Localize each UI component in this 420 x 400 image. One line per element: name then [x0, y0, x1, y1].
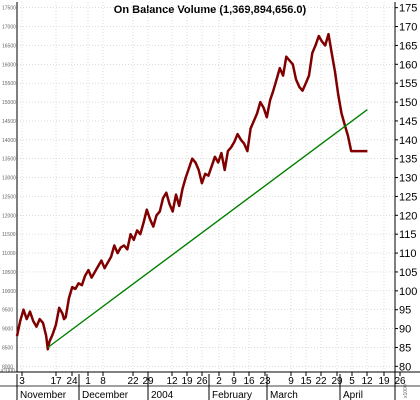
right-tick-label: 140 — [399, 135, 417, 147]
right-tick-label: 120 — [399, 210, 417, 222]
left-tick-label: 16000 — [2, 62, 16, 68]
trend-line — [47, 109, 368, 349]
obv-series-line — [15, 32, 368, 351]
right-tick-label: 160 — [399, 59, 417, 71]
x-day-label: 3 — [19, 376, 25, 387]
x-day-label: 29 — [142, 376, 154, 387]
x-day-label: 5 — [349, 376, 355, 387]
right-tick-label: 155 — [399, 78, 417, 90]
left-tick-label: 17500 — [2, 6, 16, 12]
left-tick-label: 12000 — [2, 213, 16, 219]
right-tick-label: 85 — [399, 342, 411, 354]
x-day-label: 8 — [100, 376, 106, 387]
x-day-label: 12 — [166, 376, 178, 387]
left-tick-label: 15500 — [2, 81, 16, 87]
left-tick-label: 14500 — [2, 119, 16, 125]
right-axis-unit-label: x1000 — [403, 384, 409, 398]
grid-layer — [17, 2, 395, 372]
x-day-label: 12 — [361, 376, 373, 387]
x-day-label: 29 — [331, 376, 343, 387]
right-tick-label: 165 — [399, 40, 417, 52]
left-tick-label: 16500 — [2, 43, 16, 49]
right-tick-label: 105 — [399, 267, 417, 279]
x-day-label: 19 — [181, 376, 193, 387]
right-tick-label: 150 — [399, 97, 417, 109]
left-tick-label: 15000 — [2, 100, 16, 106]
right-tick-label: 170 — [399, 22, 417, 34]
x-day-label: 15 — [300, 376, 312, 387]
left-tick-label: 11000 — [2, 251, 16, 257]
left-tick-label: 13500 — [2, 157, 16, 163]
left-tick-label: 9000 — [2, 327, 13, 333]
x-month-label: December — [82, 390, 129, 400]
x-day-label: 22 — [127, 376, 139, 387]
label-layer: 1751750017017000165165001601600015515500… — [1, 3, 417, 400]
left-tick-label: 11500 — [2, 232, 16, 238]
x-month-label: April — [343, 390, 363, 400]
right-tick-label: 110 — [399, 248, 417, 260]
x-month-label: 2004 — [151, 390, 174, 400]
right-tick-label: 130 — [399, 173, 417, 185]
left-tick-label: 9500 — [2, 308, 13, 314]
left-tick-label: 8000 — [2, 364, 13, 370]
x-month-label: February — [212, 390, 252, 400]
x-day-label: 2 — [216, 376, 222, 387]
left-axis-unit-label: x1000 — [1, 368, 15, 374]
x-day-label: 17 — [50, 376, 62, 387]
right-tick-label: 90 — [399, 324, 411, 336]
chart-title: On Balance Volume (1,369,894,656.0) — [114, 4, 307, 16]
left-tick-label: 10000 — [2, 289, 16, 295]
right-tick-label: 125 — [399, 191, 417, 203]
left-tick-label: 13000 — [2, 176, 16, 182]
x-day-label: 26 — [394, 376, 406, 387]
right-tick-label: 175 — [399, 3, 417, 15]
x-month-label: March — [270, 390, 298, 400]
x-day-label: 24 — [66, 376, 78, 387]
x-day-label: 19 — [378, 376, 390, 387]
x-day-label: 9 — [288, 376, 294, 387]
left-tick-label: 14000 — [2, 138, 16, 144]
right-tick-label: 95 — [399, 305, 411, 317]
x-month-label: November — [20, 390, 67, 400]
x-day-label: 23 — [259, 376, 271, 387]
x-day-label: 16 — [243, 376, 255, 387]
left-tick-label: 17000 — [2, 25, 16, 31]
series-layer — [15, 32, 368, 351]
left-tick-label: 12500 — [2, 194, 16, 200]
left-tick-label: 10500 — [2, 270, 16, 276]
right-tick-label: 145 — [399, 116, 417, 128]
x-day-label: 9 — [231, 376, 237, 387]
right-tick-label: 115 — [399, 229, 417, 241]
right-tick-label: 80 — [399, 361, 411, 373]
x-day-label: 22 — [315, 376, 327, 387]
x-day-label: 26 — [196, 376, 208, 387]
right-tick-label: 135 — [399, 154, 417, 166]
right-tick-label: 100 — [399, 286, 417, 298]
x-day-label: 1 — [85, 376, 91, 387]
left-tick-label: 8500 — [2, 345, 13, 351]
